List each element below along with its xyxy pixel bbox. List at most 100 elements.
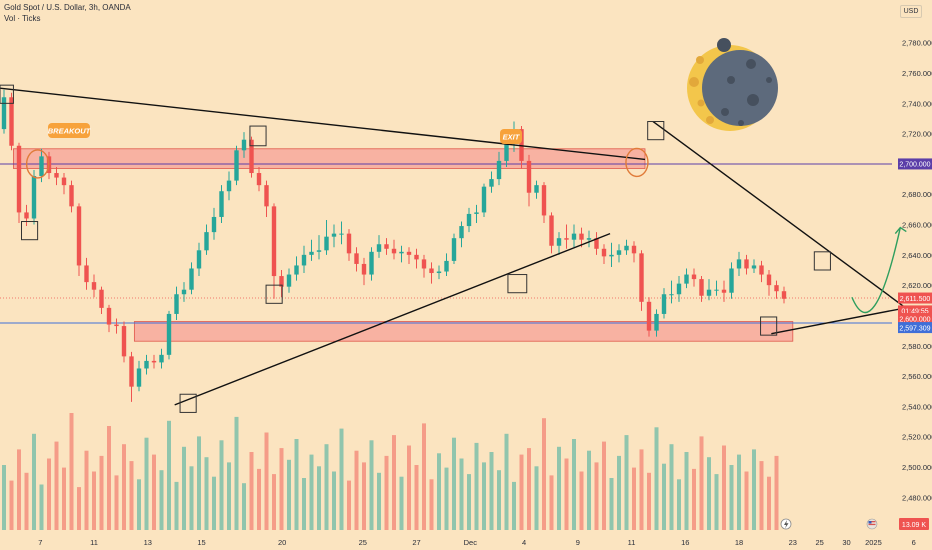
volume-bar	[272, 474, 276, 530]
volume-bar	[392, 435, 396, 530]
candle-body	[369, 251, 374, 275]
signal-circle	[625, 147, 649, 178]
volume-bar	[69, 413, 74, 530]
candle-body	[316, 250, 322, 252]
volume-bar	[617, 455, 621, 530]
time-axis[interactable]: 7 11 13 15 20 25 27 Dec 4 9 11 16 18 23 25 30 2025 6	[38, 538, 916, 547]
volume-value-badge: 13.09 K	[899, 518, 929, 530]
candle-body	[706, 289, 712, 296]
volume-bar	[414, 465, 419, 530]
volume-bar	[92, 471, 96, 530]
candle-body	[519, 129, 524, 161]
candle	[121, 321, 127, 363]
price-zone	[13, 148, 646, 169]
candle	[399, 245, 404, 263]
volume-bar	[534, 466, 539, 530]
x-tick-label: 2025	[865, 538, 882, 547]
candle-body	[421, 259, 427, 269]
volume-bar	[692, 468, 696, 530]
y-tick-label: 2,760.000	[902, 69, 932, 78]
candle-body	[669, 294, 674, 296]
candle-body	[39, 156, 44, 177]
volume-bar	[422, 423, 426, 530]
candle	[391, 239, 397, 260]
candle	[69, 180, 74, 213]
flag-icon[interactable]	[866, 518, 878, 530]
candle-body	[271, 206, 277, 277]
x-tick-label: 23	[789, 538, 797, 547]
pivot-marker-box	[265, 284, 283, 304]
candle	[196, 242, 202, 277]
moon-icon	[687, 38, 778, 131]
candle-body	[196, 250, 202, 269]
candle	[316, 235, 322, 260]
candle-body	[54, 173, 59, 178]
volume-bar	[219, 440, 224, 530]
price-axis[interactable]: 2,480.000 2,500.000 2,520.000 2,540.000 2,56…	[902, 39, 932, 503]
candle-body	[121, 326, 127, 357]
x-tick-label: 25	[816, 538, 824, 547]
volume-bar	[264, 432, 269, 530]
x-tick-label: 25	[359, 538, 367, 547]
volume-bar	[752, 449, 756, 530]
candle-body	[504, 142, 509, 161]
candle	[294, 256, 299, 281]
candle-body	[16, 145, 22, 213]
candle	[579, 227, 584, 248]
candle	[136, 360, 142, 392]
volume-bar	[774, 455, 779, 530]
price-label-text: 2,600.000	[899, 316, 930, 323]
volume-bar	[767, 476, 771, 530]
candle	[211, 207, 217, 240]
volume-bar	[114, 475, 119, 530]
candle-body	[609, 254, 614, 257]
y-tick-label: 2,720.000	[902, 130, 932, 139]
volume-bar	[519, 454, 524, 530]
volume-value-label: 13.09 K	[902, 522, 926, 529]
pivot-marker-box	[179, 393, 197, 413]
volume-bar	[332, 471, 336, 530]
volume-bar	[609, 478, 614, 530]
price-label: 2,597.309	[898, 322, 932, 334]
candlesticks	[1, 89, 787, 402]
volume-bar	[242, 483, 246, 530]
breakout-label: BREAKOUT	[48, 127, 92, 136]
volume-bar	[324, 444, 329, 530]
y-tick-label: 2,680.000	[902, 190, 932, 199]
trendline	[771, 307, 906, 335]
volume-bar	[339, 428, 344, 530]
y-tick-label: 2,620.000	[902, 281, 932, 290]
candle-body	[691, 274, 697, 280]
volume-bar	[677, 479, 681, 530]
volume-indicator-label: Vol · Ticks	[4, 14, 41, 23]
candle	[601, 244, 607, 264]
y-tick-label: 2,540.000	[902, 402, 932, 411]
candle-body	[774, 285, 779, 292]
candle	[759, 260, 764, 283]
trendlines	[0, 87, 907, 406]
price-label-text: 2,597.309	[899, 325, 930, 332]
x-tick-label: Dec	[464, 538, 478, 547]
y-tick-label: 2,660.000	[902, 221, 932, 230]
candle	[354, 247, 359, 272]
candle-body	[249, 139, 254, 174]
pivot-marker-box	[647, 121, 665, 141]
lightning-icon[interactable]	[780, 518, 792, 530]
candle-body	[24, 212, 29, 219]
candle	[436, 265, 442, 280]
candle	[751, 259, 757, 274]
candle-body	[9, 97, 14, 146]
volume-bar	[474, 442, 479, 530]
candle	[361, 257, 367, 286]
candle	[714, 280, 719, 296]
candle-body	[466, 213, 472, 227]
volume-bar	[182, 446, 186, 530]
volume-bar	[84, 450, 89, 530]
candle-body	[766, 274, 772, 286]
volume-bar	[632, 467, 636, 530]
currency-selector[interactable]: USD	[900, 5, 922, 18]
candle-body	[451, 238, 457, 261]
candle	[309, 239, 314, 261]
volume-bar	[467, 474, 471, 530]
